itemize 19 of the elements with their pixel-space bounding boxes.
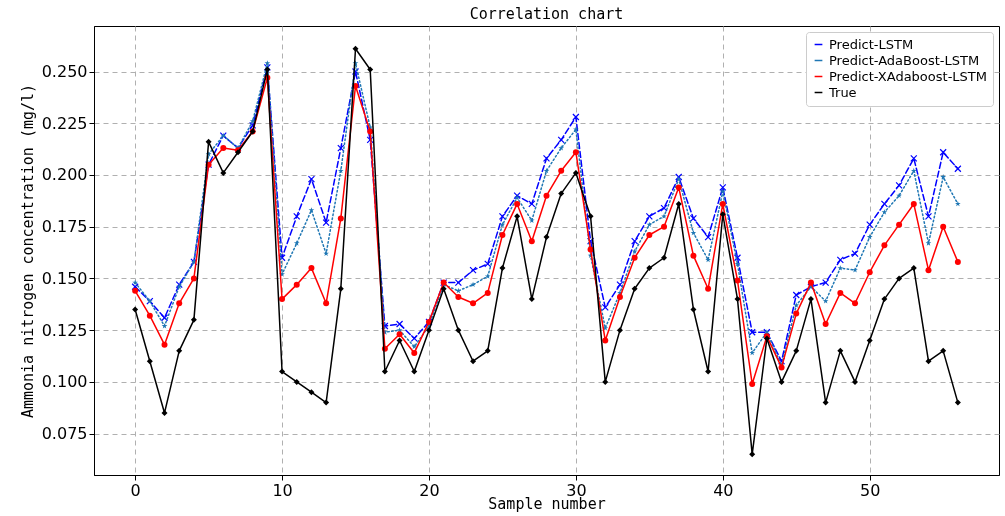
chart-title: Correlation chart — [469, 5, 624, 23]
y-tick-label: 0.225 — [41, 113, 88, 133]
y-tick-label: 0.250 — [41, 62, 88, 82]
x-tick-label: 0 — [130, 480, 141, 500]
y-tick-label: 0.125 — [41, 320, 88, 340]
y-tick-label: 0.100 — [41, 372, 88, 392]
legend-label: Predict-AdaBoost-LSTM — [829, 52, 980, 68]
legend-label: True — [828, 84, 857, 100]
legend-label: Predict-LSTM — [829, 36, 914, 52]
x-tick-label: 20 — [419, 480, 440, 500]
y-tick-label: 0.150 — [41, 268, 88, 288]
y-tick-label: 0.175 — [41, 217, 88, 237]
y-tick-label: 0.075 — [41, 424, 88, 444]
x-tick-label: 40 — [713, 480, 734, 500]
x-tick-label: 10 — [272, 480, 293, 500]
legend-label: Predict-XAdaboost-LSTM — [829, 68, 987, 84]
x-tick-label: 50 — [860, 480, 881, 500]
y-axis-title: Ammonia nitrogen concentration (mg/l) — [18, 83, 37, 419]
y-tick-label: 0.200 — [41, 165, 88, 185]
